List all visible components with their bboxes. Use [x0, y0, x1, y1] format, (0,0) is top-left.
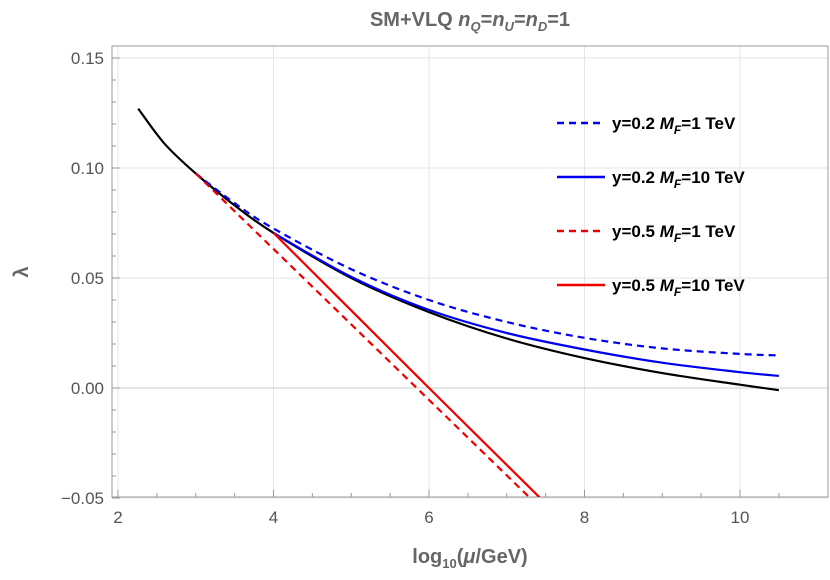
series-line: [195, 172, 779, 357]
series-line: [272, 232, 541, 497]
x-tick-label: 8: [580, 508, 589, 527]
grid: [112, 46, 828, 499]
x-tick-label: 4: [269, 508, 278, 527]
legend-label: y=0.2 MF=1 TeV: [612, 114, 736, 137]
x-tick-label: 6: [424, 508, 433, 527]
y-tick-label: 0.15: [71, 49, 104, 68]
y-tick-label: −0.05: [61, 489, 104, 508]
legend: y=0.2 MF=1 TeV y=0.2 MF=10 TeV y=0.5 MF=1 …: [557, 114, 745, 299]
series-line: [194, 172, 531, 497]
x-tick-label: 10: [731, 508, 750, 527]
legend-label: y=0.5 MF=10 TeV: [612, 276, 745, 299]
plot-frame: [111, 45, 829, 498]
legend-label: y=0.2 MF=10 TeV: [612, 168, 745, 191]
x-tick-label: 2: [113, 508, 122, 527]
x-axis-label: log10(μ/GeV): [412, 546, 527, 571]
y-tick-label: 0.05: [71, 269, 104, 288]
chart-title: SM+VLQ nQ=nU=nD=1: [370, 9, 570, 34]
legend-label: y=0.5 MF=1 TeV: [612, 222, 736, 245]
y-tick-label: 0.10: [71, 159, 104, 178]
axes: 2 4 6 8 10 −0.05 0.00 0.05 0.10 0.15: [61, 49, 780, 527]
series-line: [272, 231, 779, 377]
series-line: [137, 107, 780, 392]
y-axis-label: λ: [11, 266, 33, 277]
curves: [137, 107, 780, 497]
y-tick-label: 0.00: [71, 379, 104, 398]
